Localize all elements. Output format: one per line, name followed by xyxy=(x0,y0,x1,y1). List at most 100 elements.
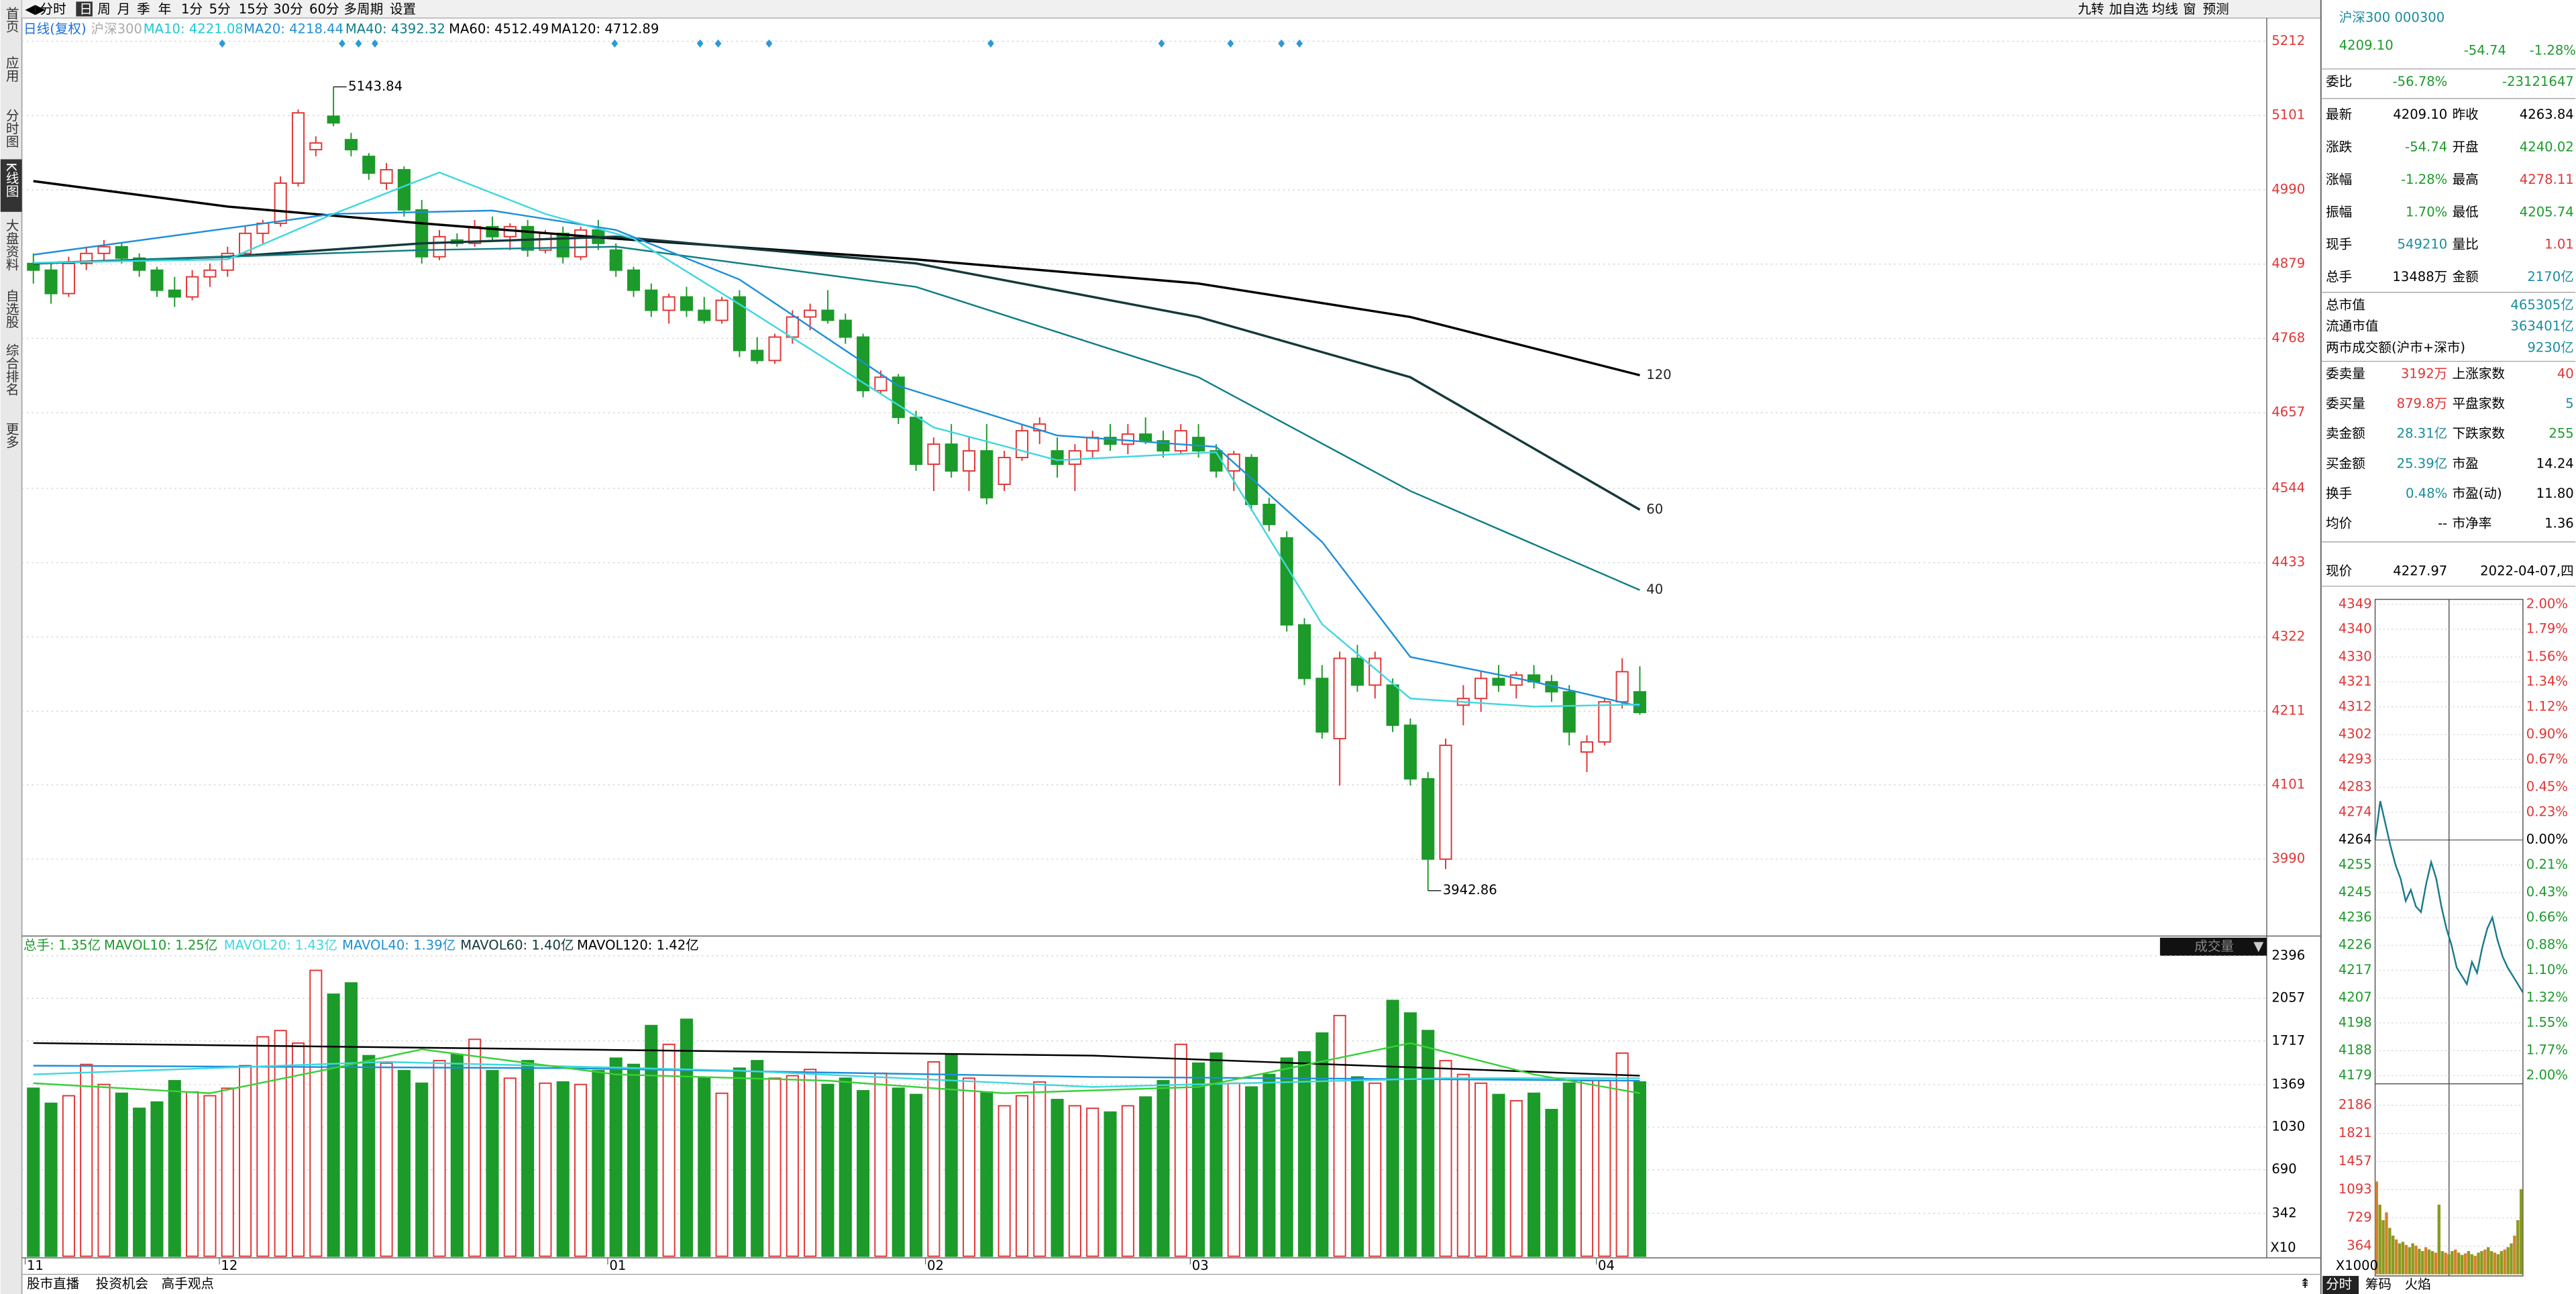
mini-vol-bar xyxy=(2447,1254,2451,1275)
mini-pct-tick: 2.00% xyxy=(2526,596,2568,611)
candle-body xyxy=(698,309,711,321)
toolbar-item[interactable]: 60分 xyxy=(309,1,339,17)
candle-body xyxy=(1580,741,1594,753)
volume-bar xyxy=(1386,1000,1399,1257)
toolbar-item[interactable]: 30分 xyxy=(273,1,303,17)
volume-bar xyxy=(1350,1076,1364,1257)
toolbar-item[interactable]: 1分 xyxy=(181,1,203,17)
y-tick-label: 4211 xyxy=(2271,703,2305,718)
sidebar-item[interactable]: 分时图 xyxy=(3,109,19,148)
label: 下跌家数 xyxy=(2453,426,2506,441)
mini-pct-tick: 1.56% xyxy=(2526,649,2568,664)
vol-legend-item: MAVOL20: 1.43亿 xyxy=(224,938,337,953)
volume-bar xyxy=(998,1105,1011,1257)
candle-body xyxy=(309,142,323,151)
bottom-tab[interactable]: 高手观点 xyxy=(162,1276,214,1291)
vol-legend-item: MAVOL10: 1.25亿 xyxy=(104,938,217,953)
volume-bar xyxy=(115,1092,128,1257)
candle-body xyxy=(44,269,58,294)
mini-price-tick: 4283 xyxy=(2339,779,2372,794)
toolbar-item[interactable]: 周 xyxy=(97,1,111,17)
value: 363401亿 xyxy=(2510,319,2573,334)
sidebar-item[interactable]: 综合排名 xyxy=(3,343,19,396)
sidebar-item[interactable]: 大盘资料 xyxy=(3,219,19,271)
volume-bar xyxy=(503,1077,517,1257)
mini-price-tick: 4293 xyxy=(2339,751,2372,767)
vol-tick-label: 690 xyxy=(2271,1161,2296,1177)
candle-body xyxy=(344,139,358,151)
sidebar-item[interactable]: 自选股 xyxy=(3,289,19,329)
toolbar-item[interactable]: 窗 xyxy=(2183,1,2196,17)
toolbar-item[interactable]: 15分 xyxy=(239,1,269,17)
candle-body xyxy=(768,336,782,362)
volume-bar xyxy=(362,1055,376,1257)
vol-button-bg[interactable] xyxy=(2159,937,2267,956)
toolbar-item[interactable]: 加自选 xyxy=(2109,1,2149,17)
sidebar-item[interactable]: 更多 xyxy=(3,422,19,448)
toolbar-item[interactable]: 季 xyxy=(137,1,150,17)
label: 平盘家数 xyxy=(2453,396,2506,411)
volume-bar xyxy=(238,1065,252,1257)
nav-arrows: ◀▶ xyxy=(25,1,46,17)
x-tick-label: 04 xyxy=(1598,1258,1615,1273)
volume-bar xyxy=(768,1077,782,1257)
candle-body xyxy=(980,450,994,498)
sidebar-item[interactable]: K线图 xyxy=(3,162,19,197)
mini-tab[interactable]: 筹码 xyxy=(2365,1277,2392,1292)
volume-bar xyxy=(945,1053,958,1257)
toolbar-item[interactable]: 九转 xyxy=(2078,1,2104,17)
toolbar-item[interactable]: 分时 xyxy=(40,1,66,17)
label: 换手 xyxy=(2326,486,2352,501)
label: 涨幅 xyxy=(2326,172,2352,187)
volume-bar xyxy=(97,1083,111,1257)
mini-tab[interactable]: 火焰 xyxy=(2405,1277,2431,1292)
mini-vol-bar xyxy=(2375,1181,2378,1275)
toolbar-item[interactable]: 预测 xyxy=(2203,1,2229,17)
toolbar-item[interactable]: 设置 xyxy=(390,1,416,17)
mini-vol-bar xyxy=(2500,1251,2504,1275)
mini-pct-tick: 0.21% xyxy=(2526,857,2568,872)
label: 均价 xyxy=(2326,515,2352,531)
volume-bar xyxy=(1615,1052,1629,1257)
label: 最高 xyxy=(2453,172,2479,187)
mini-tab[interactable]: 分时 xyxy=(2326,1277,2352,1292)
volume-bar xyxy=(397,1070,411,1257)
candle-body xyxy=(238,232,252,254)
volume-bar xyxy=(592,1070,605,1257)
toolbar-item[interactable]: 年 xyxy=(158,1,172,17)
bottom-tab[interactable]: 股市直播 xyxy=(27,1276,80,1291)
toolbar-item[interactable]: 日 xyxy=(79,1,93,17)
value: 25.39亿 xyxy=(2397,455,2448,471)
vol-ma-line xyxy=(33,1042,1640,1094)
vol-button[interactable]: 成交量 xyxy=(2194,938,2234,954)
sidebar-item[interactable]: 首页 xyxy=(3,7,19,33)
ma-line xyxy=(33,209,1640,708)
toolbar-item[interactable]: 多周期 xyxy=(343,1,383,17)
volume-bar xyxy=(486,1070,499,1257)
volume-bar xyxy=(715,1092,729,1257)
ma-end-label: 40 xyxy=(1646,582,1663,597)
vol-ma-line xyxy=(33,1065,1640,1082)
bottom-tab[interactable]: 投资机会 xyxy=(96,1276,148,1291)
volume-bar xyxy=(1492,1093,1505,1257)
mini-vol-bar xyxy=(2473,1255,2477,1275)
volume-bar xyxy=(1033,1081,1046,1257)
candle-body xyxy=(1509,674,1523,686)
volume-bar xyxy=(344,982,358,1257)
toolbar-item[interactable]: 均线 xyxy=(2152,1,2178,17)
sidebar-item[interactable]: 应用 xyxy=(3,56,19,82)
label: 总手 xyxy=(2326,269,2352,284)
candle-body xyxy=(1086,437,1099,452)
label: 委买量 xyxy=(2326,396,2365,411)
dropdown-icon[interactable]: ▼ xyxy=(2253,938,2263,954)
toolbar-item[interactable]: 月 xyxy=(117,1,131,17)
candle-body xyxy=(1068,450,1081,466)
volume-bar xyxy=(1562,1082,1576,1257)
toolbar-item[interactable]: 5分 xyxy=(209,1,231,17)
volume-bar xyxy=(804,1069,817,1257)
label: 最新 xyxy=(2326,107,2352,122)
volume-bar xyxy=(203,1095,217,1257)
collapse-icon: ⇞ xyxy=(2300,1276,2310,1291)
volume-bar xyxy=(839,1077,852,1257)
label: 现价 xyxy=(2326,563,2352,578)
